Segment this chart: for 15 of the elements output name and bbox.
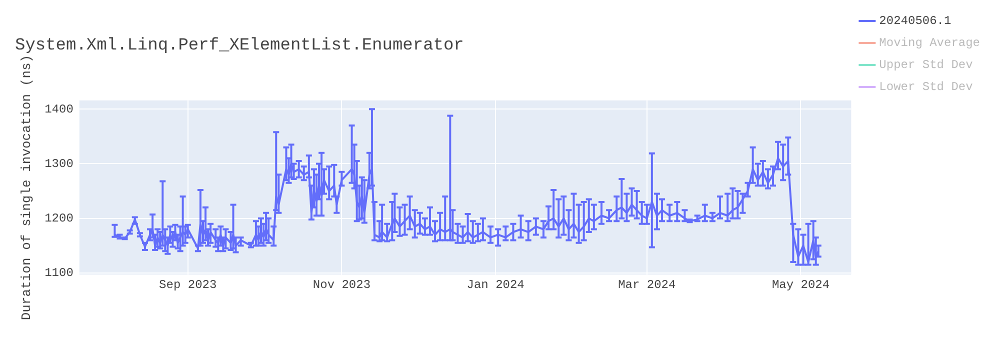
legend-label: Upper Std Dev bbox=[879, 58, 973, 72]
x-tick-label: Mar 2024 bbox=[618, 278, 676, 292]
y-tick-label: 1400 bbox=[44, 102, 74, 116]
y-tick-label: 1100 bbox=[44, 266, 74, 280]
y-axis-title: Duration of single invocation (ns) bbox=[19, 54, 34, 320]
y-tick-label: 1200 bbox=[44, 212, 74, 226]
x-tick-label: May 2024 bbox=[772, 278, 830, 292]
x-tick-label: Sep 2023 bbox=[159, 278, 217, 292]
x-tick-label: Nov 2023 bbox=[312, 278, 371, 292]
legend-label: Lower Std Dev bbox=[879, 80, 973, 94]
legend-label: 20240506.1 bbox=[879, 14, 952, 28]
x-tick-label: Jan 2024 bbox=[466, 278, 524, 292]
legend-label: Moving Average bbox=[879, 36, 980, 50]
chart-title: System.Xml.Linq.Perf_XElementList.Enumerator bbox=[15, 36, 464, 56]
y-tick-label: 1300 bbox=[44, 156, 74, 171]
